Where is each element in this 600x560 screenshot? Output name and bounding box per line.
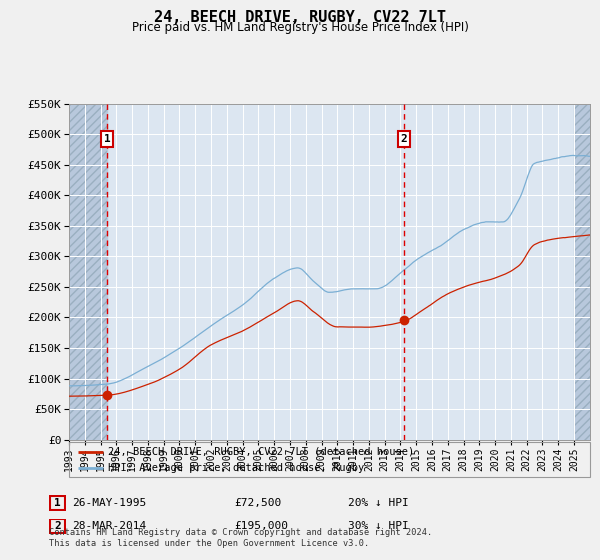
Text: Contains HM Land Registry data © Crown copyright and database right 2024.
This d: Contains HM Land Registry data © Crown c… [49,528,433,548]
Bar [69,104,107,440]
Bar [69,104,107,440]
Text: 26-MAY-1995: 26-MAY-1995 [72,498,146,508]
Text: £72,500: £72,500 [234,498,281,508]
Text: 24, BEECH DRIVE, RUGBY, CV22 7LT (detached house): 24, BEECH DRIVE, RUGBY, CV22 7LT (detach… [108,447,415,457]
Text: 20% ↓ HPI: 20% ↓ HPI [348,498,409,508]
Bar [574,104,590,440]
Text: 28-MAR-2014: 28-MAR-2014 [72,521,146,531]
Text: 2: 2 [54,521,61,531]
Text: 24, BEECH DRIVE, RUGBY, CV22 7LT: 24, BEECH DRIVE, RUGBY, CV22 7LT [154,10,446,25]
Text: HPI: Average price, detached house, Rugby: HPI: Average price, detached house, Rugb… [108,464,364,473]
Text: £195,000: £195,000 [234,521,288,531]
Text: 30% ↓ HPI: 30% ↓ HPI [348,521,409,531]
Bar [574,104,590,440]
Text: Price paid vs. HM Land Registry's House Price Index (HPI): Price paid vs. HM Land Registry's House … [131,21,469,34]
Text: 1: 1 [54,498,61,508]
Text: 1: 1 [104,134,110,144]
Text: 2: 2 [401,134,407,144]
